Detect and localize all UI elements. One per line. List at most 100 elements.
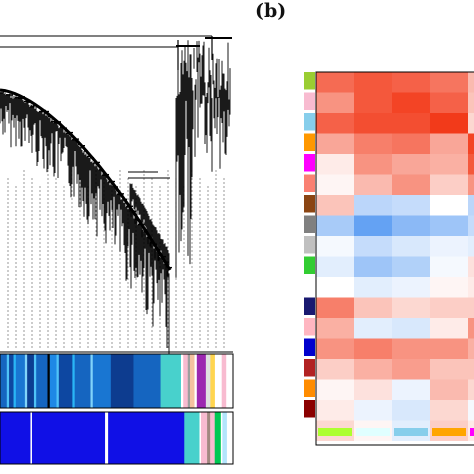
heatmap-cell [316,441,355,462]
heatmap-cell [316,318,355,339]
module-color-segment [47,354,51,408]
heatmap-cell [468,133,474,155]
heatmap-cell [468,174,474,196]
heatmap-cell [354,441,393,462]
module-color-segment [30,412,33,464]
heatmap-cell [316,174,355,196]
heatmap-cell [392,400,431,421]
module-color-segment [36,354,48,408]
heatmap-cell [468,154,474,175]
heatmap-cell [430,215,469,237]
heatmap-cell [354,92,393,114]
heatmap-cell [392,297,431,319]
module-color-segment [33,354,37,408]
heatmap-row-module-color [304,174,315,192]
heatmap-cell [354,236,393,257]
heatmap-cell [392,215,431,237]
heatmap-cell [392,338,431,360]
heatmap-cell [316,72,355,93]
heatmap-cell [392,277,431,298]
heatmap-row-module-color [304,215,315,233]
heatmap-cell [316,195,355,216]
module-color-segment [210,412,216,464]
module-color-bar-frame [0,411,234,465]
heatmap-cell [468,297,474,319]
module-color-segment [92,354,112,408]
heatmap-cell [468,92,474,114]
heatmap-cell [430,441,469,462]
module-color-segment [214,354,222,408]
heatmap-cell [354,133,393,155]
heatmap-row-module-color [304,400,315,418]
heatmap-cell [392,174,431,196]
heatmap-cell [468,338,474,360]
module-color-segment [49,354,57,408]
heatmap-cell [392,379,431,401]
heatmap-cell [468,379,474,401]
heatmap-cell [430,133,469,155]
heatmap-cell [392,359,431,380]
module-color-segment [27,354,35,408]
module-color-segment [9,354,14,408]
heatmap-cell [430,92,469,114]
module-color-segment [180,354,184,408]
heatmap-cell [354,400,393,421]
heatmap-cell [430,72,469,93]
heatmap-cell [316,359,355,380]
heatmap-cell [316,256,355,278]
heatmap-cell [468,318,474,339]
module-color-segment [56,354,60,408]
heatmap-row-module-color [304,379,315,397]
module-color-segment [108,412,185,464]
heatmap-col-trait-color [432,428,466,436]
heatmap-cell [316,236,355,257]
module-color-segment [221,354,227,408]
heatmap-cell [430,113,469,134]
heatmap-cell [430,359,469,380]
heatmap-cell [392,256,431,278]
heatmap-cell [354,113,393,134]
module-color-segment [13,354,17,408]
heatmap-col-trait-color [394,428,428,436]
heatmap-cell [316,297,355,319]
heatmap-row-module-color [304,256,315,274]
heatmap-cell [430,379,469,401]
module-color-segment [133,354,161,408]
module-color-segment [90,354,94,408]
module-trait-heatmap [304,71,474,462]
heatmap-cell [468,215,474,237]
heatmap-cell [392,441,431,462]
heatmap-frame [315,71,474,446]
heatmap-cell [392,318,431,339]
heatmap-row-module-color [304,318,315,336]
module-color-bar-frame [0,353,234,409]
heatmap-row-module-color [304,92,315,110]
module-color-segment [220,412,223,464]
heatmap-cell [430,174,469,196]
heatmap-row-module-color [304,195,315,213]
module-color-segment [184,412,200,464]
heatmap-row-module-color [304,236,315,254]
heatmap-cell [316,133,355,155]
heatmap-row-module-color [304,133,315,151]
heatmap-row-module-color [304,72,315,90]
heatmap-cell [316,215,355,237]
heatmap-cell [468,400,474,421]
heatmap-cell [430,338,469,360]
heatmap-cell [392,236,431,257]
heatmap-cell [430,195,469,216]
module-color-segment [187,354,191,408]
heatmap-cell [392,195,431,216]
heatmap-cell [354,338,393,360]
heatmap-cell [392,113,431,134]
heatmap-cell [468,195,474,216]
heatmap-cell [316,92,355,114]
dendrogram-panel [0,35,233,361]
module-color-segment [214,412,222,464]
heatmap-cell [430,277,469,298]
heatmap-cell [316,277,355,298]
heatmap-row-module-color [304,420,315,438]
heatmap-cell [316,338,355,360]
module-color-segment [207,412,211,464]
panel-label-b: (b) [255,0,287,22]
